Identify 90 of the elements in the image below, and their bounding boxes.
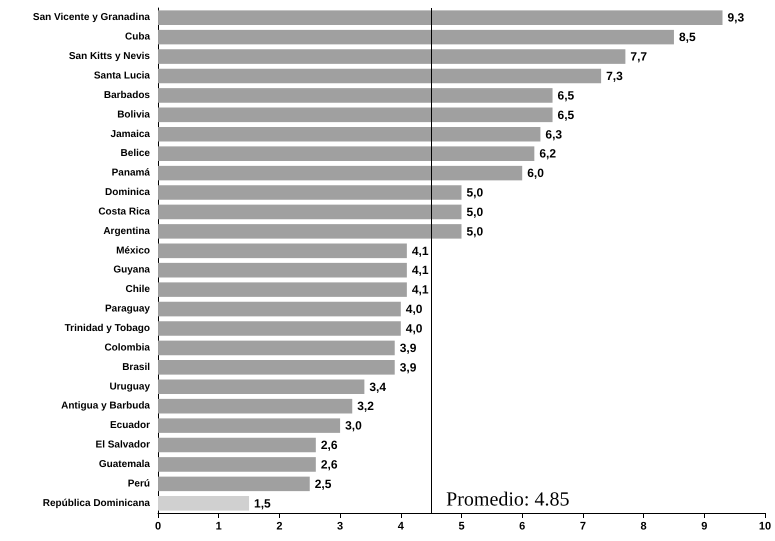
y-tick-label: Paraguay: [104, 304, 150, 315]
bar: [158, 224, 462, 239]
y-tick-label: Guyana: [113, 264, 150, 276]
y-tick-label: Dominica: [104, 187, 150, 198]
data-label: 6,2: [539, 146, 556, 161]
data-label: 4,0: [406, 302, 423, 316]
y-tick-label: Costa Rica: [98, 206, 150, 218]
bar: [158, 418, 340, 433]
bar: [158, 88, 553, 103]
y-tick-label: Jamaica: [110, 128, 150, 140]
bar: [158, 244, 407, 258]
data-label: 2,6: [320, 457, 338, 472]
y-tick-label: Santa Lucia: [94, 70, 150, 82]
y-tick-label: Belice: [120, 148, 150, 160]
y-tick-label: Argentina: [103, 226, 150, 237]
data-label: 6,3: [545, 127, 562, 142]
bar: [158, 321, 401, 336]
y-tick-label: Cuba: [125, 32, 150, 43]
bar: [158, 10, 723, 25]
x-tick-label: 0: [154, 520, 162, 532]
y-tick-label: Uruguay: [109, 381, 150, 392]
x-tick-label: 10: [758, 520, 772, 532]
data-label: 5,0: [466, 204, 484, 219]
data-label: 6,5: [558, 108, 575, 122]
y-tick-label: Brasil: [122, 362, 150, 373]
y-tick-label: Bolivia: [117, 109, 150, 120]
bar: [158, 302, 401, 316]
bar: [158, 457, 316, 472]
bar: [158, 438, 316, 452]
x-tick-label: 5: [458, 520, 465, 532]
data-label: 7,7: [630, 50, 648, 64]
x-tick-label: 4: [398, 520, 405, 532]
data-label: 5,0: [466, 224, 484, 238]
y-tick-label: Trinidad y Tobago: [64, 322, 150, 334]
bar: [158, 204, 462, 220]
bar: [158, 262, 407, 278]
y-tick-label: Perú: [128, 478, 150, 490]
data-label: 7,3: [606, 68, 624, 83]
data-label: 3,9: [400, 360, 417, 374]
data-label: 3,2: [357, 399, 374, 414]
x-tick-label: 1: [216, 520, 222, 532]
data-label: 6,5: [558, 88, 575, 102]
bar: [158, 476, 310, 492]
data-label: 3,0: [345, 418, 362, 433]
y-tick-label: Guatemala: [98, 458, 150, 470]
y-tick-label: Colombia: [104, 342, 150, 354]
bar: [158, 68, 602, 84]
bar: [158, 49, 626, 64]
y-tick-label: Antigua y Barbuda: [61, 400, 150, 412]
bar: [158, 166, 522, 180]
annotation: Promedio: 4.85: [446, 488, 570, 510]
bar: [158, 379, 364, 394]
y-tick-label: Barbados: [104, 90, 150, 101]
y-tick-label: El Salvador: [96, 440, 150, 451]
y-tick-label: San Kitts y Nevis: [68, 51, 150, 62]
data-label: 4,1: [412, 263, 429, 278]
y-tick-label: Chile: [126, 284, 150, 296]
x-tick-label: 3: [337, 520, 344, 532]
x-tick-label: 8: [640, 520, 647, 532]
data-label: 4,0: [406, 321, 423, 336]
bar: [158, 108, 553, 122]
data-label: 1,5: [254, 496, 272, 510]
bar: [158, 340, 395, 356]
data-label: 3,4: [369, 380, 386, 394]
y-tick-label: Panamá: [112, 168, 150, 179]
bar: [158, 496, 250, 511]
bar: [158, 398, 352, 414]
data-label: 6,0: [527, 166, 544, 180]
data-label: 4,1: [412, 244, 429, 258]
y-tick-label: Ecuador: [110, 420, 150, 432]
bar: [158, 126, 540, 142]
data-label: 8,5: [678, 30, 696, 44]
bar: [158, 360, 395, 375]
x-tick-label: 2: [276, 520, 282, 532]
data-label: 9,3: [728, 10, 745, 25]
y-tick-label: República Dominicana: [42, 498, 150, 509]
bar: [158, 185, 462, 200]
data-label: 3,9: [400, 340, 417, 355]
data-label: 2,5: [314, 476, 332, 491]
y-tick-label: San Vicente y Granadina: [32, 12, 150, 24]
bar: [158, 146, 534, 161]
x-tick-label: 9: [701, 520, 708, 532]
bar: [158, 30, 674, 44]
x-tick-label: 6: [519, 520, 526, 532]
data-label: 5,0: [466, 186, 484, 200]
data-label: 2,6: [320, 438, 338, 452]
bar: [158, 282, 407, 297]
y-tick-label: México: [116, 245, 150, 256]
x-tick-label: 7: [580, 520, 586, 532]
data-label: 4,1: [412, 282, 429, 297]
